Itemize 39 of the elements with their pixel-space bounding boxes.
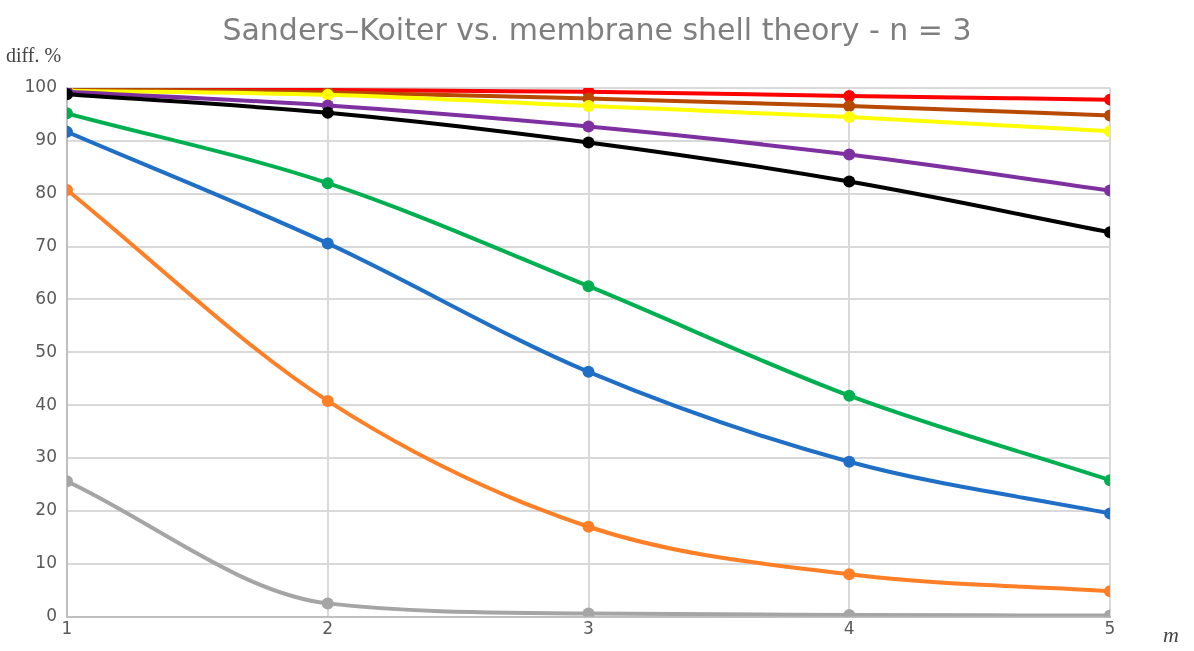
point <box>843 111 856 124</box>
y-tick-label: 50 <box>35 340 57 361</box>
y-tick-label: 0 <box>46 605 57 626</box>
point <box>321 394 334 407</box>
point <box>582 120 595 133</box>
y-tick-label: 100 <box>24 76 57 97</box>
y-tick-label: 70 <box>35 235 57 255</box>
point <box>843 148 856 161</box>
point <box>582 607 595 617</box>
y-tick-label: 80 <box>35 182 57 203</box>
point <box>843 89 856 102</box>
point <box>321 597 334 610</box>
x-tick-label: 4 <box>843 618 855 639</box>
point <box>582 520 595 533</box>
x-tick-label: 3 <box>583 618 594 639</box>
x-tick-label: 2 <box>322 618 334 639</box>
point <box>843 389 856 402</box>
point <box>843 99 856 112</box>
y-tick-label: 30 <box>35 446 57 467</box>
point <box>582 99 595 112</box>
point <box>843 568 856 581</box>
x-axis-title: m <box>1163 622 1179 648</box>
x-tick-label: 1 <box>61 618 73 639</box>
chart-title: Sanders–Koiter vs. membrane shell theory - n = 3 <box>222 12 972 47</box>
y-tick-label: 90 <box>35 129 57 150</box>
y-tick-label: 40 <box>35 393 57 414</box>
point <box>321 106 334 119</box>
point <box>321 237 334 250</box>
point <box>843 455 856 468</box>
point <box>321 177 334 190</box>
y-tick-label: 60 <box>35 287 57 308</box>
point <box>582 280 595 293</box>
x-tick-label: 5 <box>1104 618 1116 639</box>
point <box>582 136 595 149</box>
y-axis-title: diff. % <box>6 44 62 67</box>
point <box>843 175 856 188</box>
y-tick-label: 20 <box>35 499 57 520</box>
point <box>582 365 595 378</box>
y-tick-label: 10 <box>35 552 57 573</box>
